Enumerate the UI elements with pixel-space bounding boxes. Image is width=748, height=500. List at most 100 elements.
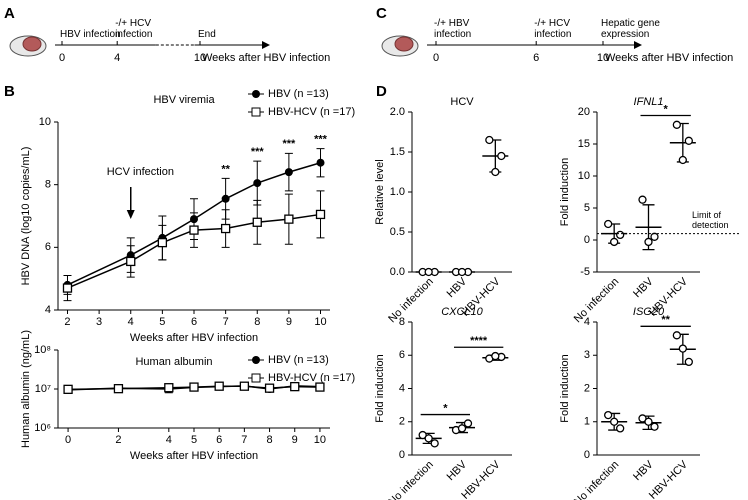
event-label: -/+ HBV infection [434,18,472,40]
x-tick-label: 6 [191,316,197,328]
chart-title: IFNL1 [634,96,664,108]
legend-label: HBV (n =13) [268,88,329,100]
significance: *** [251,146,265,158]
event-label: -/+ HCV infection [115,18,153,40]
timeline: 0 -/+ HBV infection 6 -/+ HCV infection 10 He… [427,18,733,64]
data-point [672,331,681,340]
data-point [424,434,433,443]
y-tick-label: 0.5 [390,226,405,238]
x-tick-label: 4 [128,316,134,328]
timeline-tick-label: 0 [433,52,439,64]
y-tick-label: 1.0 [390,186,405,198]
y-tick-label: 10 [578,170,590,182]
data-point [157,237,168,248]
y-tick-label: 0 [584,449,590,461]
panel-label: D [376,83,387,100]
event-label: Hepatic gene expression [601,18,660,40]
y-tick-label: 0 [399,449,405,461]
y-tick-label: 2 [399,416,405,428]
y-tick-label: 4 [584,316,590,328]
series-line [67,213,321,289]
legend-marker [251,373,261,383]
data-point [463,419,473,428]
data-point [189,225,199,235]
x-tick-label: 7 [223,316,229,328]
data-point [315,209,326,220]
timeline-axis-label: Weeks after HBV infection [605,52,733,64]
x-tick-label: 2 [115,434,121,446]
data-point [650,422,659,431]
event-label: -/+ HCV infection [534,18,572,40]
y-tick-label: 4 [399,382,405,394]
panel-label: A [4,5,15,22]
data-point [62,283,73,293]
data-point [672,120,681,129]
event-label: HBV infection [60,29,121,40]
timeline-axis-label: Weeks after HBV infection [202,52,330,64]
arrowhead [634,41,642,49]
significance: * [664,103,669,115]
data-point [418,430,427,440]
x-tick-label: HBV [631,275,656,300]
data-point [485,135,494,145]
x-tick-label: HBV [445,458,470,483]
data-point [604,219,613,229]
event-label: HBV infection [60,29,121,40]
y-tick-label: 10⁷ [35,383,51,395]
data-point [126,256,136,267]
x-tick-label: 5 [191,434,197,446]
y-tick-label: 6 [399,349,405,361]
y-tick-label: 2.0 [390,106,405,118]
x-tick-label: 3 [96,316,102,328]
data-point [610,237,619,247]
y-tick-label: 0.0 [390,266,405,278]
arrowhead [262,41,270,49]
data-point [644,237,653,247]
data-point [424,267,433,277]
y-tick-label: 4 [45,304,51,316]
y-tick-label: 20 [578,106,590,118]
significance: *** [314,134,328,146]
data-point [678,344,687,353]
timeline-tick-label: 10 [597,52,609,64]
event-label: End [198,29,216,40]
series-line [67,162,321,286]
data-point [678,155,687,165]
significance: **** [470,335,488,347]
annotation-arrowhead [126,210,135,219]
chart-title: Human albumin [135,356,212,368]
x-tick-label: 7 [241,434,247,446]
chart-title: HCV [450,96,474,108]
y-tick-label: 3 [584,349,590,361]
data-point [315,382,325,392]
x-tick-label: 2 [64,316,70,328]
data-point [430,439,439,448]
data-point [239,381,250,391]
mouse-icon [9,35,419,57]
data-point [497,151,506,161]
event-label: -/+ HCV infection [534,18,572,40]
x-tick-label: 8 [266,434,272,446]
data-point [684,136,693,145]
data-point [253,179,262,188]
x-tick-label: 8 [254,316,260,328]
x-tick-label: 0 [65,434,71,446]
data-point [284,214,294,224]
timeline-tick-label: 0 [59,52,65,64]
legend-label: HBV-HCV (n =17) [268,106,355,118]
limit-label: Limit of detection [692,209,729,230]
legend-marker [252,356,260,364]
y-tick-label: 0 [584,234,590,246]
data-point [252,217,262,227]
x-tick-label: No infection [386,276,436,326]
timeline-tick-label: 10 [194,52,206,64]
y-axis-label: Fold induction [559,354,571,423]
data-point [221,194,230,203]
limit-label: Limit of detection [692,209,729,230]
data-point [457,424,467,433]
data-point [214,381,224,391]
data-point [284,168,293,177]
x-tick-label: No infection [386,459,436,500]
data-point [491,351,500,361]
